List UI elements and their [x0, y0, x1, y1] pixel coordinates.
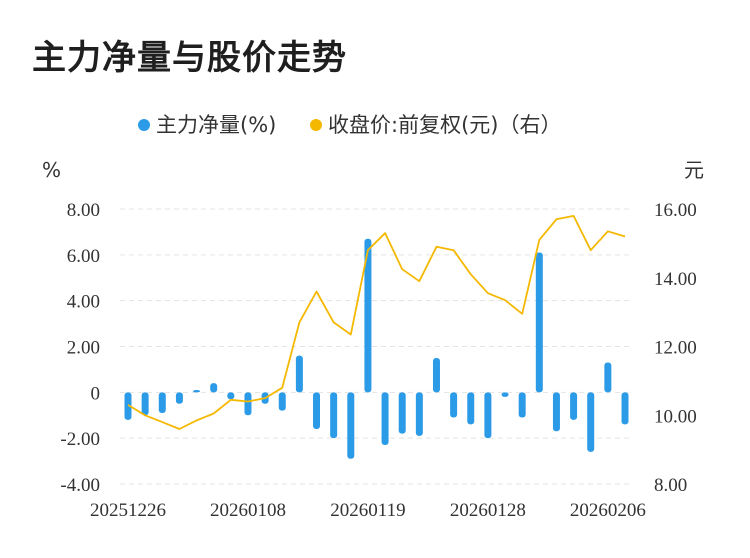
bar: [518, 392, 526, 418]
bar: [141, 392, 149, 416]
bar: [124, 392, 132, 420]
left-tick-label: -2.00: [60, 429, 100, 450]
bar: [295, 355, 303, 393]
bar: [227, 392, 235, 400]
left-tick-label: 6.00: [67, 246, 100, 267]
bar: [175, 392, 183, 404]
x-tick-label: 20260128: [450, 500, 526, 521]
x-tick-label: 20260108: [210, 500, 286, 521]
bar: [244, 392, 252, 416]
left-axis-ticks: 8.00 6.00 4.00 2.00 0 -2.00 -4.00: [60, 200, 100, 496]
gridlines: [120, 208, 632, 485]
legend: 主力净量(%) 收盘价:前复权(元)（右）: [138, 113, 561, 137]
left-tick-label: 8.00: [67, 200, 100, 221]
page-title: 主力净量与股价走势: [32, 38, 347, 78]
left-tick-label: -4.00: [60, 475, 100, 496]
bar: [364, 238, 372, 393]
legend-marker-close-price: [310, 119, 322, 131]
x-axis-ticks: 20251226 20260108 20260119 20260128 20260206: [90, 500, 646, 521]
right-tick-label: 8.00: [654, 475, 687, 496]
x-tick-label: 20260206: [570, 500, 646, 521]
right-tick-label: 12.00: [654, 338, 697, 359]
bar: [381, 392, 389, 446]
legend-label-net-volume: 主力净量(%): [156, 113, 276, 137]
bar: [587, 392, 595, 452]
close-price-line: [127, 214, 626, 430]
bar: [535, 252, 543, 393]
right-axis-ticks: 16.00 14.00 12.00 10.00 8.00: [654, 200, 697, 496]
bar: [210, 383, 218, 393]
bar: [347, 392, 355, 459]
close-price-line-group: [127, 214, 626, 430]
right-tick-label: 10.00: [654, 406, 697, 427]
bar: [501, 392, 509, 397]
bar: [484, 392, 492, 439]
right-tick-label: 16.00: [654, 200, 697, 221]
bar: [467, 392, 475, 425]
bar: [450, 392, 458, 418]
left-axis-unit: %: [42, 158, 61, 182]
bar: [570, 392, 578, 420]
x-tick-label: 20260119: [330, 500, 405, 521]
left-tick-label: 4.00: [67, 292, 100, 313]
bar: [193, 390, 201, 393]
bar: [278, 392, 286, 411]
right-axis-unit: 元: [684, 158, 704, 182]
legend-marker-net-volume: [138, 119, 150, 131]
bar: [432, 357, 440, 393]
bar: [415, 392, 423, 436]
net-volume-bars: [124, 238, 629, 459]
bar: [398, 392, 406, 434]
x-tick-label: 20251226: [90, 500, 166, 521]
bar: [330, 392, 338, 439]
bar: [552, 392, 560, 432]
left-tick-label: 0: [91, 383, 101, 404]
bar: [313, 392, 321, 429]
left-tick-label: 2.00: [67, 338, 100, 359]
bar: [604, 362, 612, 393]
right-tick-label: 14.00: [654, 269, 697, 290]
legend-label-close-price: 收盘价:前复权(元)（右）: [328, 113, 561, 137]
bar: [158, 392, 166, 413]
bar: [621, 392, 629, 425]
